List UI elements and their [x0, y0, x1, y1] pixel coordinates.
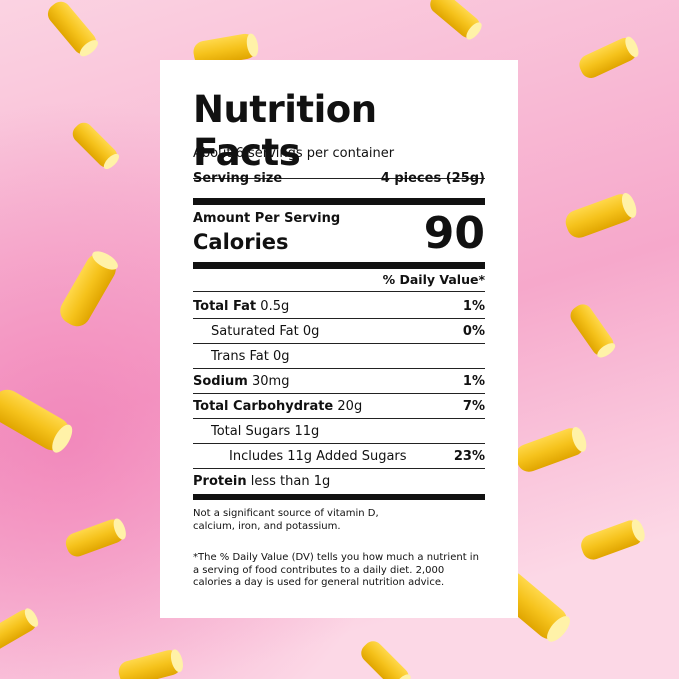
nutrient-row: Total Sugars 11g [193, 419, 485, 444]
nutrient-name: Total Fat [193, 298, 257, 314]
nutrient-amount: 30mg [252, 373, 290, 389]
nutrient-row: Trans Fat 0g [193, 344, 485, 369]
divider [193, 494, 485, 500]
nutrient-row: Includes 11g Added Sugars 23% [193, 444, 485, 469]
nutrient-row: Total Fat 0.5g 1% [193, 294, 485, 319]
serving-size-amount: 4 pieces (25g) [380, 171, 485, 186]
divider [193, 262, 485, 269]
nutrient-name: Includes 11g Added Sugars [229, 448, 407, 464]
nutrient-name: Protein [193, 473, 247, 489]
nutrient: Saturated Fat 0g [211, 324, 319, 339]
nutrient-row: Saturated Fat 0g 0% [193, 319, 485, 344]
title: Nutrition Facts [193, 88, 485, 179]
amount-per-serving: Amount Per Serving [193, 211, 341, 226]
nutrient: Sodium 30mg [193, 374, 289, 389]
calories-value: 90 [423, 208, 485, 259]
serving-size: Serving size 4 pieces (25g) [193, 171, 485, 186]
daily-value: 0% [462, 323, 485, 339]
daily-value: 23% [453, 448, 485, 464]
note: Not a significant source of vitamin D, c… [193, 508, 379, 532]
divider [193, 198, 485, 205]
nutrient: Protein less than 1g [193, 474, 330, 489]
nutrient-amount: 20g [337, 398, 363, 414]
nutrient-name: Trans Fat 0g [211, 348, 290, 364]
nutrient-amount: 0.5g [260, 298, 290, 314]
nutrient: Total Carbohydrate 20g [193, 399, 362, 414]
nutrient-name: Total Sugars 11g [211, 423, 320, 439]
nutrient-rows: Total Fat 0.5g 1% Saturated Fat 0g 0% Trans … [193, 294, 485, 493]
nutrient: Total Fat 0.5g [193, 299, 289, 314]
nutrient: Trans Fat 0g [211, 349, 290, 364]
nutrient: Includes 11g Added Sugars [229, 449, 407, 464]
daily-value: 1% [462, 298, 485, 314]
daily-value: 7% [462, 398, 485, 414]
daily-value-header: % Daily Value* [193, 272, 485, 292]
nutrient-name: Sodium [193, 373, 248, 389]
nutrient-row: Sodium 30mg 1% [193, 369, 485, 394]
serving-size-name: Serving size [193, 171, 283, 186]
nutrient-row: Total Carbohydrate 20g 7% [193, 394, 485, 419]
calories-name: Calories [193, 230, 289, 254]
nutrient-name: Total Carbohydrate [193, 398, 334, 414]
nutrient-name: Saturated Fat 0g [211, 323, 320, 339]
footnote: *The % Daily Value (DV) tells you how mu… [193, 552, 479, 588]
nutrient-amount: less than 1g [250, 473, 331, 489]
nutrient-row: Protein less than 1g [193, 469, 485, 493]
daily-value: 1% [462, 373, 485, 389]
servings: About 6 servings per container [193, 146, 395, 161]
nutrition-label: Nutrition Facts About 6 servings per con… [160, 60, 518, 618]
nutrient: Total Sugars 11g [211, 424, 319, 439]
